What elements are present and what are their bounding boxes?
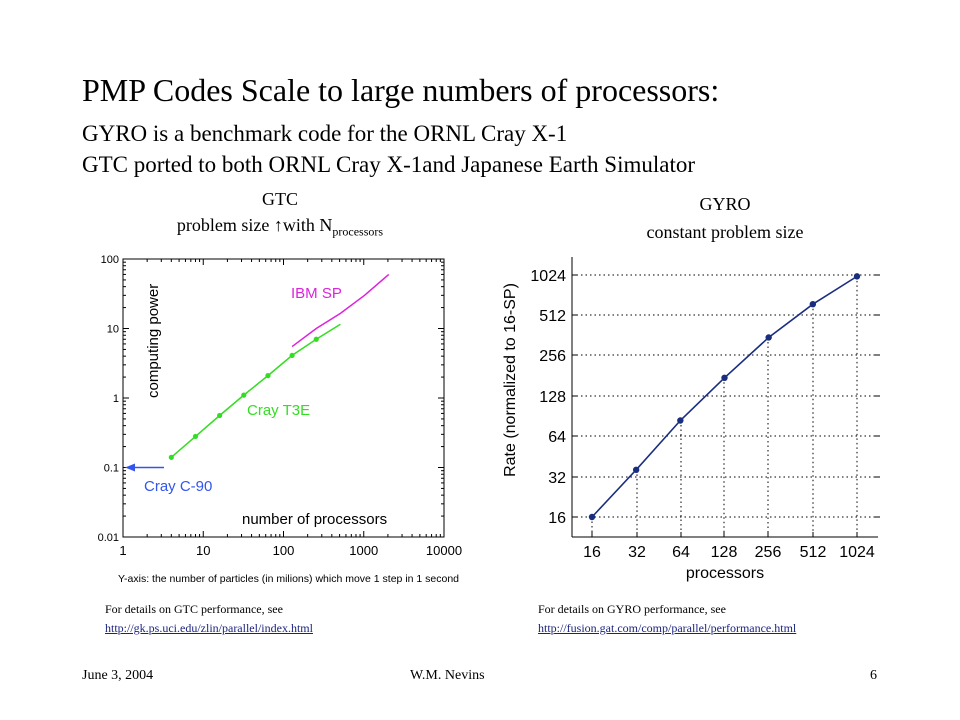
gyro-y-tick-label: 32 — [548, 470, 566, 487]
gtc-series-line — [291, 273, 390, 348]
gtc-yaxis-note: Y-axis: the number of particles (in mili… — [118, 573, 459, 585]
gtc-data-point — [217, 412, 223, 419]
gtc-caption-subtitle: problem size ↑with Nprocessors — [130, 212, 430, 245]
gyro-data-point — [809, 300, 817, 308]
gyro-caption-subtitle: constant problem size — [646, 222, 804, 242]
gyro-x-tick-label: 128 — [711, 544, 738, 561]
gtc-caption-subscript: processors — [332, 224, 384, 239]
gyro-y-tick-label: 16 — [548, 510, 566, 527]
gyro-x-tick-label: 512 — [800, 544, 827, 561]
gyro-data-point — [677, 417, 684, 424]
gtc-details-link[interactable]: http://gk.ps.uci.edu/zlin/parallel/index… — [105, 621, 313, 635]
gtc-plot-frame — [122, 258, 445, 538]
gyro-data-point — [721, 374, 728, 382]
gyro-data-point — [632, 466, 640, 474]
gyro-details-link[interactable]: http://fusion.gat.com/comp/parallel/perf… — [538, 621, 797, 635]
gtc-data-point — [192, 433, 199, 440]
gtc-y-tick-label: 10 — [107, 324, 119, 336]
gtc-chart: 1 10 100 1000 10000 0.01 0.1 1 10 100 number of pr… — [98, 254, 463, 558]
slide-title: PMP Codes Scale to large numbers of proc… — [82, 72, 720, 108]
gyro-y-tick-label: 64 — [548, 429, 566, 446]
gyro-details-text: For details on GYRO performance, see — [538, 602, 726, 616]
gyro-x-axis-title: processors — [686, 565, 764, 582]
gyro-x-tick-label: 256 — [755, 544, 782, 561]
gtc-caption-prefix: problem size — [176, 215, 274, 235]
gtc-annotation-label: Cray C-90 — [144, 478, 212, 495]
gtc-x-tick-label: 10000 — [426, 543, 462, 558]
gtc-y-tick-label: 1 — [113, 393, 119, 405]
gyro-caption: GYRO constant problem size — [570, 190, 880, 246]
gtc-details: For details on GTC performance, see http… — [105, 600, 313, 638]
gyro-x-tick-label: 16 — [583, 544, 601, 561]
gtc-data-point — [265, 373, 271, 379]
slide-subtitle-gtc: GTC ported to both ORNL Cray X-1and Japa… — [82, 152, 695, 177]
gyro-data-point — [853, 273, 861, 280]
gyro-caption-title: GYRO — [699, 194, 751, 214]
slide-subtitle-gyro: GYRO is a benchmark code for the ORNL Cr… — [82, 121, 568, 146]
gyro-y-tick-label: 1024 — [530, 268, 566, 285]
gtc-data-point — [313, 336, 319, 342]
gyro-data-point — [588, 513, 596, 521]
gtc-y-axis-title: computing power — [145, 284, 162, 398]
gtc-x-tick-label: 1000 — [349, 543, 378, 558]
gtc-y-tick-label: 0.1 — [104, 463, 119, 475]
gyro-x-tick-label: 64 — [672, 544, 690, 561]
gtc-x-axis-title: number of processors — [242, 511, 387, 528]
gtc-details-text: For details on GTC performance, see — [105, 602, 283, 616]
gtc-y-tick-label: 0.01 — [98, 532, 119, 544]
gtc-data-point — [289, 352, 295, 359]
gtc-x-tick-label: 1 — [119, 543, 126, 558]
gtc-data-point — [241, 392, 247, 398]
gtc-annotation-arrowhead — [125, 463, 135, 472]
footer-author: W.M. Nevins — [410, 668, 485, 683]
gtc-x-tick-label: 10 — [196, 543, 210, 558]
gtc-caption-mid: with N — [282, 215, 333, 235]
gyro-details: For details on GYRO performance, see htt… — [538, 600, 796, 638]
gtc-series-line — [170, 323, 341, 458]
gtc-caption-title: GTC — [262, 189, 298, 209]
gtc-series-label-cray-t3e: Cray T3E — [247, 402, 310, 419]
gyro-y-tick-label: 256 — [539, 348, 566, 365]
gyro-data-point — [765, 334, 772, 341]
footer-page-number: 6 — [870, 668, 877, 683]
gyro-y-tick-label: 128 — [539, 389, 566, 406]
gyro-x-tick-label: 32 — [628, 544, 646, 561]
gyro-chart: 16 32 64 128 256 512 1024 16 32 64 128 256 512 1024 pr… — [502, 257, 880, 582]
gtc-y-tick-label: 100 — [101, 254, 119, 266]
gyro-x-tick-label: 1024 — [839, 544, 875, 561]
gtc-caption: GTC problem size ↑with Nprocessors — [130, 186, 430, 245]
footer-date: June 3, 2004 — [82, 668, 154, 683]
gyro-y-tick-label: 512 — [539, 308, 566, 325]
gyro-y-axis-title: Rate (normalized to 16-SP) — [502, 283, 519, 477]
up-arrow-icon: ↑ — [273, 215, 283, 235]
gtc-series-label-ibm-sp: IBM SP — [291, 285, 342, 302]
gtc-x-tick-label: 100 — [273, 543, 295, 558]
gtc-data-point — [168, 454, 174, 460]
